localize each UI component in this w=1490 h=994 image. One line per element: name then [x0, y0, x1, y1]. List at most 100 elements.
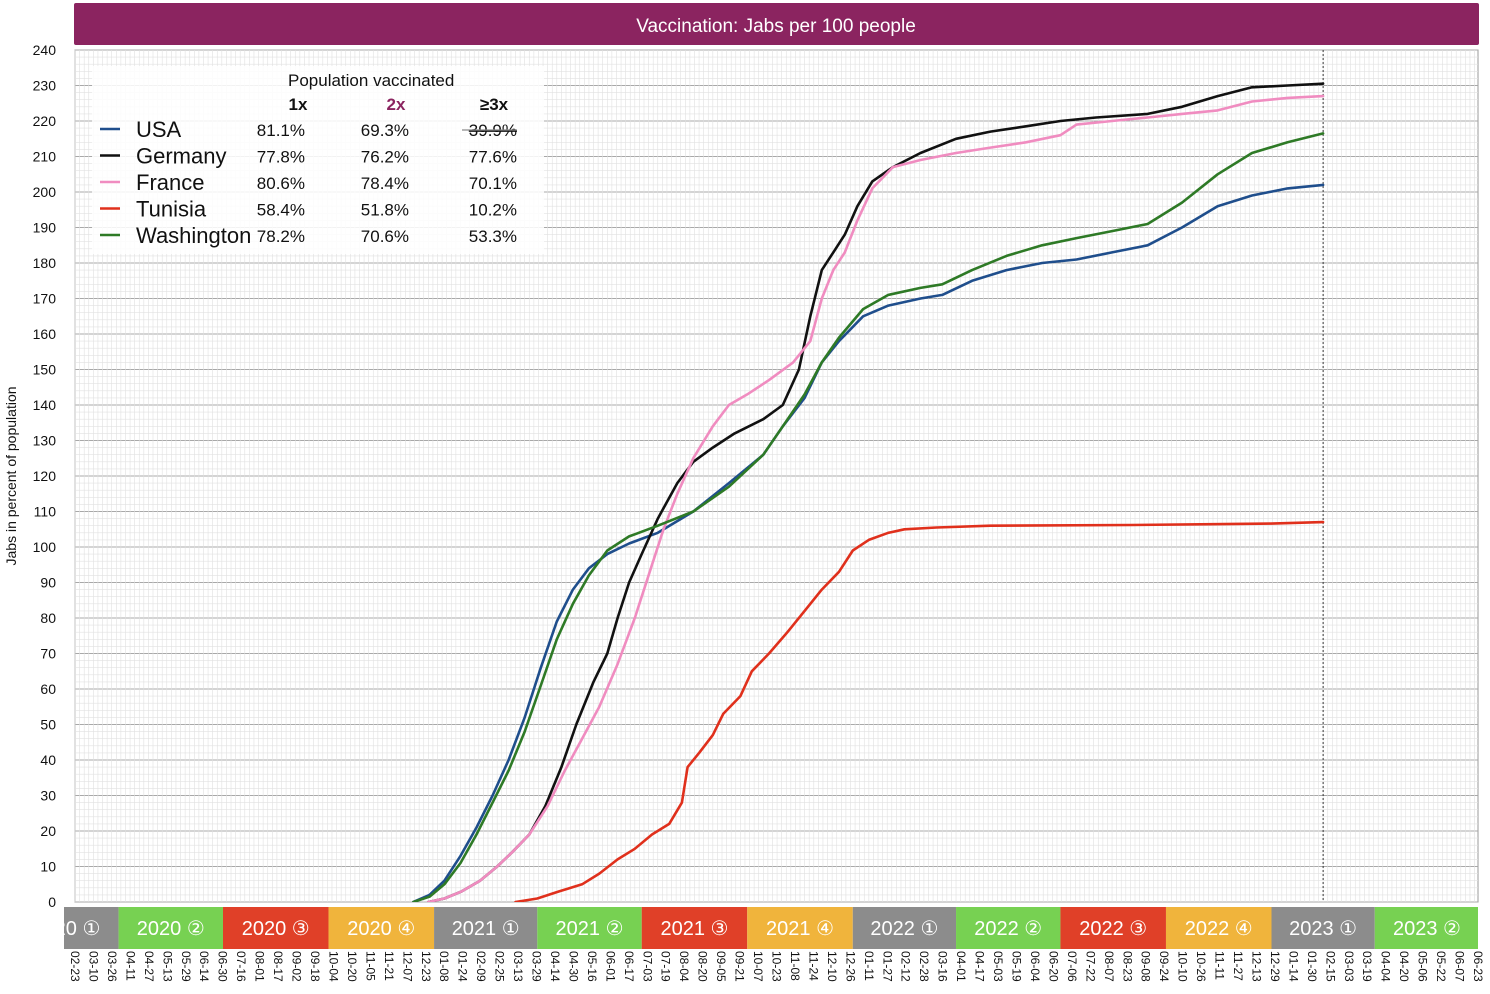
quarter-band	[118, 907, 223, 949]
grid	[74, 49, 1479, 903]
quarter-label: 2022 ①	[870, 918, 938, 940]
quarter-label: 2023 ①	[1289, 918, 1357, 940]
x-tick-label: 07-06	[1065, 951, 1079, 982]
x-tick-label: 07-19	[659, 951, 673, 982]
quarter-band	[956, 907, 1061, 949]
y-tick-label: 170	[33, 291, 57, 307]
x-tick-label: 04-11	[123, 951, 137, 981]
y-tick-label: 80	[40, 610, 56, 626]
x-tick-label: 12-26	[843, 951, 857, 982]
x-tick-label: 06-17	[622, 951, 636, 982]
legend-value: 58.4%	[257, 201, 305, 220]
x-tick-label: 11-05	[363, 951, 377, 981]
x-tick-label: 07-03	[640, 951, 654, 982]
x-tick-label: 12-29	[1268, 951, 1282, 982]
y-tick-label: 70	[40, 646, 56, 662]
x-tick-label: 04-27	[142, 951, 156, 982]
x-tick-label: 04-30	[566, 951, 580, 982]
x-tick-label: 04-20	[1397, 951, 1411, 982]
x-tick-label: 08-20	[696, 951, 710, 982]
series-lines	[412, 82, 1325, 902]
x-tick-label: 03-26	[105, 951, 119, 982]
legend-name: USA	[136, 117, 182, 142]
legend-value: 76.2%	[361, 148, 409, 167]
x-tick-label: 03-13	[511, 951, 525, 982]
legend-value: 80.6%	[257, 174, 305, 193]
y-tick-label: 60	[40, 681, 56, 697]
y-tick-label: 140	[33, 397, 57, 413]
x-tick-label: 07-22	[1083, 951, 1097, 982]
legend: Population vaccinated 1x 2x ≥3x USA 81.1% 69.3…	[92, 66, 544, 254]
series-line-germany	[427, 82, 1325, 902]
x-axis-ticks: 02-23 03-10 03-26 04-11 04-27 05-13 05-29 06-14…	[68, 951, 1485, 982]
x-tick-label: 02-09	[474, 951, 488, 982]
series-line-washington	[412, 132, 1325, 902]
y-tick-label: 230	[33, 78, 57, 94]
y-tick-label: 130	[33, 433, 57, 449]
x-tick-label: 08-17	[271, 951, 285, 982]
quarter-label: 2021 ④	[766, 918, 834, 940]
quarter-label: 2021 ②	[556, 918, 624, 940]
x-tick-label: 09-24	[1157, 951, 1171, 982]
x-tick-label: 03-10	[86, 951, 100, 982]
quarter-label: 2020 ③	[242, 918, 310, 940]
x-tick-label: 01-24	[456, 951, 470, 982]
y-tick-label: 30	[40, 788, 56, 804]
legend-value: 77.6%	[469, 148, 517, 167]
x-tick-label: 03-29	[530, 951, 544, 982]
y-tick-label: 50	[40, 717, 56, 733]
legend-value: 69.3%	[361, 121, 409, 140]
y-tick-label: 120	[33, 468, 57, 484]
y-tick-label: 160	[33, 326, 57, 342]
x-tick-label: 01-30	[1305, 951, 1319, 982]
y-tick-label: 180	[33, 255, 57, 271]
x-tick-label: 02-12	[899, 951, 913, 982]
x-tick-label: 06-01	[603, 951, 617, 982]
x-tick-label: 06-07	[1453, 951, 1467, 982]
x-tick-label: 12-10	[825, 951, 839, 982]
x-tick-label: 10-07	[751, 951, 765, 982]
x-tick-label: 08-04	[677, 951, 691, 982]
chart-title: Vaccination: Jabs per 100 people	[636, 16, 916, 37]
x-tick-label: 02-23	[68, 951, 82, 982]
legend-column-header: 2x	[387, 95, 406, 114]
x-tick-label: 01-27	[880, 951, 894, 982]
quarter-label: 2020 ②	[137, 918, 205, 940]
x-tick-label: 05-29	[179, 951, 193, 982]
x-tick-label: 08-07	[1102, 951, 1116, 982]
x-tick-label: 05-03	[991, 951, 1005, 982]
y-tick-label: 220	[33, 113, 57, 129]
quarter-band	[1060, 907, 1166, 949]
x-tick-label: 02-28	[917, 951, 931, 982]
legend-value: 81.1%	[257, 121, 305, 140]
legend-column-header: 1x	[289, 95, 308, 114]
legend-value: 51.8%	[361, 201, 409, 220]
chart-title-bar	[74, 3, 1479, 45]
x-tick-label: 02-25	[493, 951, 507, 982]
x-tick-label: 09-18	[308, 951, 322, 982]
x-tick-label: 06-30	[216, 951, 230, 982]
x-tick-label: 04-17	[973, 951, 987, 982]
x-tick-label: 11-27	[1231, 951, 1245, 981]
quarter-bands: 2020 ① 2020 ② 2020 ③ 2020 ④ 2021 ① 2021 ② 2021…	[64, 907, 1478, 949]
quarter-label: 2023 ②	[1393, 918, 1461, 940]
quarter-band	[537, 907, 642, 949]
series-line-tunisia	[514, 520, 1325, 902]
x-tick-label: 06-14	[197, 951, 211, 982]
quarter-label: 2021 ①	[452, 918, 520, 940]
x-tick-label: 01-08	[437, 951, 451, 982]
quarter-band	[328, 907, 435, 949]
y-tick-label: 40	[40, 752, 56, 768]
x-tick-label: 01-11	[862, 951, 876, 981]
y-axis-label: Jabs in percent of population	[3, 386, 19, 565]
x-tick-label: 01-14	[1286, 951, 1300, 982]
legend-name: Germany	[136, 144, 226, 169]
quarter-band	[1271, 907, 1375, 949]
x-tick-label: 09-21	[733, 951, 747, 982]
quarter-band	[434, 907, 538, 949]
legend-value: 78.4%	[361, 174, 409, 193]
legend-value: 70.6%	[361, 227, 409, 246]
quarter-label: 2022 ④	[1185, 918, 1253, 940]
legend-value: 53.3%	[469, 227, 517, 246]
